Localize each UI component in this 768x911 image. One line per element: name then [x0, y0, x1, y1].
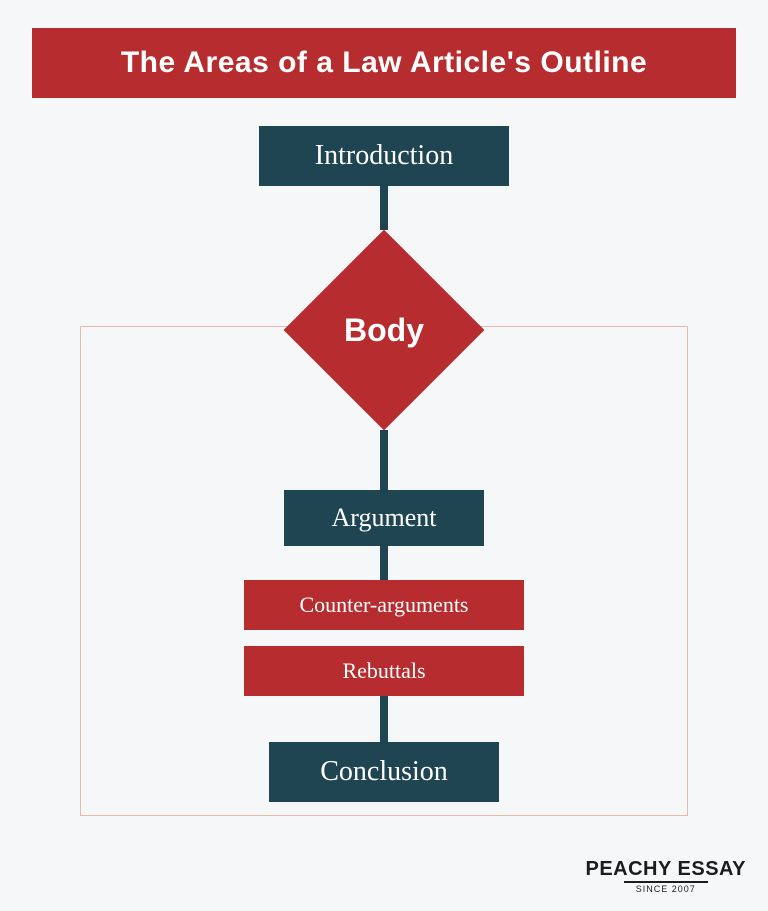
brand-name: PEACHY ESSAY [585, 859, 746, 879]
node-introduction: Introduction [259, 126, 509, 186]
connector [380, 186, 388, 230]
node-counter-arguments: Counter-arguments [244, 580, 524, 630]
node-argument: Argument [284, 490, 484, 546]
connector [380, 430, 388, 490]
connector [380, 546, 388, 580]
node-body: Body [284, 230, 484, 430]
node-body-label: Body [284, 230, 484, 430]
title-banner: The Areas of a Law Article's Outline [32, 28, 736, 98]
node-conclusion: Conclusion [269, 742, 499, 802]
connector [380, 696, 388, 742]
node-rebuttals: Rebuttals [244, 646, 524, 696]
brand-logo: PEACHY ESSAY SINCE 2007 [585, 859, 746, 897]
flowchart: Introduction Body Argument Counter-argum… [0, 98, 768, 802]
gap [0, 630, 768, 646]
